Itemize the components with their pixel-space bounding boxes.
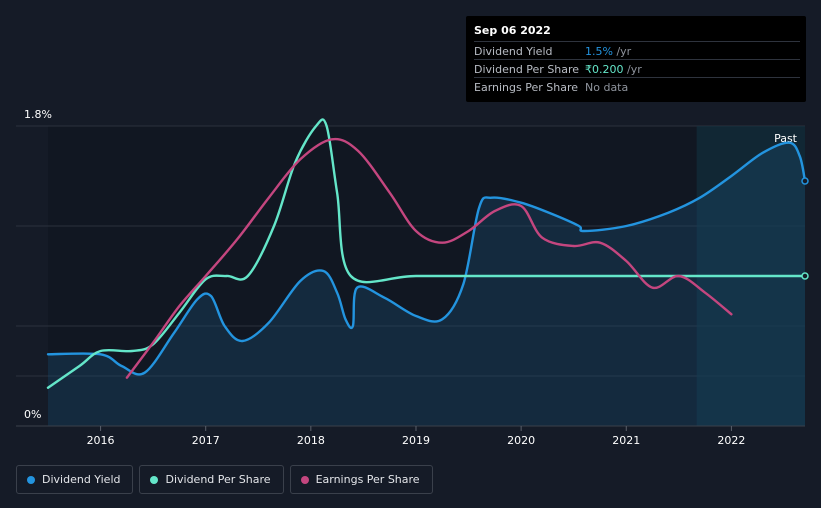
legend-item-earnings-per-share[interactable]: Earnings Per Share xyxy=(290,465,433,494)
legend-dot-icon xyxy=(150,476,158,484)
tooltip-row-earnings-per-share: Earnings Per Share No data xyxy=(474,77,800,96)
legend: Dividend Yield Dividend Per Share Earnin… xyxy=(16,465,433,494)
legend-dot-icon xyxy=(301,476,309,484)
tooltip-value: 1.5% xyxy=(585,45,613,58)
dividend-per-share-end-marker xyxy=(802,273,808,279)
x-tick-label: 2017 xyxy=(192,434,220,447)
legend-item-dividend-per-share[interactable]: Dividend Per Share xyxy=(139,465,283,494)
tooltip-label: Earnings Per Share xyxy=(474,81,578,94)
tooltip-date: Sep 06 2022 xyxy=(474,24,551,37)
legend-label: Dividend Per Share xyxy=(165,473,270,486)
legend-label: Earnings Per Share xyxy=(316,473,420,486)
tooltip-row-dividend-yield: Dividend Yield 1.5% /yr xyxy=(474,41,800,60)
dividend-yield-end-marker xyxy=(802,178,808,184)
x-tick-label: 2018 xyxy=(297,434,325,447)
y-tick-label: 1.8% xyxy=(24,108,52,121)
x-tick-label: 2019 xyxy=(402,434,430,447)
legend-label: Dividend Yield xyxy=(42,473,120,486)
legend-dot-icon xyxy=(27,476,35,484)
x-tick-label: 2022 xyxy=(717,434,745,447)
tooltip-value: ₹0.200 xyxy=(585,63,624,76)
x-tick-label: 2016 xyxy=(87,434,115,447)
tooltip-suffix: /yr xyxy=(613,45,631,58)
tooltip-value: No data xyxy=(585,81,628,94)
tooltip-label: Dividend Per Share xyxy=(474,63,579,76)
tooltip-row-dividend-per-share: Dividend Per Share ₹0.200 /yr xyxy=(474,59,800,78)
x-tick-label: 2021 xyxy=(612,434,640,447)
x-tick-label: 2020 xyxy=(507,434,535,447)
tooltip-suffix: /yr xyxy=(624,63,642,76)
y-tick-label: 0% xyxy=(24,408,41,421)
legend-item-dividend-yield[interactable]: Dividend Yield xyxy=(16,465,133,494)
tooltip: Sep 06 2022 Dividend Yield 1.5% /yr Divi… xyxy=(466,16,806,102)
tooltip-label: Dividend Yield xyxy=(474,45,552,58)
